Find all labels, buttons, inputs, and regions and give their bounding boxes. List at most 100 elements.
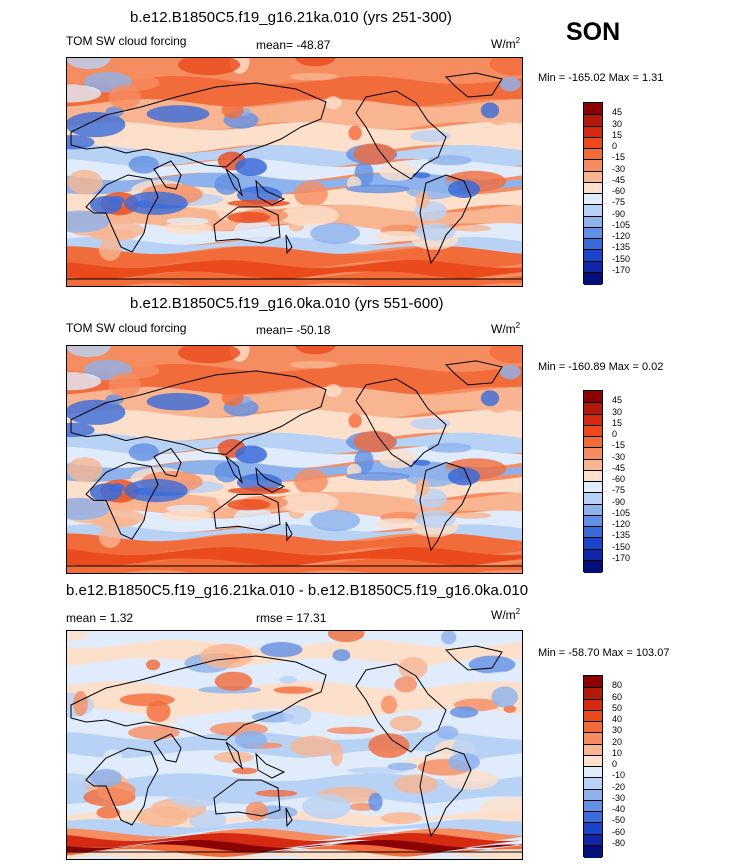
map-frame [66, 57, 523, 287]
colorbar-tick-label: -170 [612, 552, 631, 563]
colorbar-box [584, 226, 602, 240]
colorbar-box [584, 249, 602, 262]
colorbar-tick-label: -150 [612, 541, 631, 552]
panel-1-units: W/m2 [491, 36, 520, 51]
colorbar-box [584, 766, 602, 779]
colorbar-box [584, 743, 602, 757]
units-text: W/m [491, 608, 516, 622]
colorbar-tick-label: 45 [612, 107, 623, 118]
colorbar-tick-label: 45 [612, 395, 623, 406]
colorbar-tick-label: -30 [612, 163, 626, 174]
panel-1-title: b.e12.B1850C5.f19_g16.21ka.010 (yrs 251-… [130, 9, 452, 26]
colorbar-box [584, 548, 602, 562]
colorbar-box [584, 391, 602, 403]
colorbar-box [584, 492, 602, 505]
panel-1-minmax: Min = -165.02 Max = 1.31 [538, 72, 664, 84]
panel-2-map [66, 345, 523, 574]
colorbar-box [584, 676, 602, 688]
units-exponent: 2 [515, 321, 521, 330]
colorbar-box [584, 114, 602, 127]
colorbar-box [584, 799, 602, 813]
panel-2-mean-label: mean= -50.18 [256, 323, 331, 337]
colorbar-tick-label: -60 [612, 826, 626, 837]
colorbar-tick-label: -30 [612, 451, 626, 462]
map-frame [66, 630, 523, 860]
colorbar-tick-label: -170 [612, 264, 631, 275]
colorbar-box [584, 215, 602, 229]
panel-3-mean-label: mean = 1.32 [66, 611, 134, 625]
colorbar-box [584, 709, 602, 723]
units-exponent: 2 [515, 36, 521, 45]
colorbar-box [584, 204, 602, 217]
colorbar-tick-label: -10 [612, 770, 626, 781]
colorbar-tick-label: 0 [612, 759, 618, 769]
units-text: W/m [491, 322, 516, 336]
map-field [66, 57, 523, 287]
coastlines [66, 360, 523, 567]
colorbar-tick-label: -45 [612, 174, 626, 185]
season-label: SON [566, 18, 621, 46]
colorbar-tick-label: -15 [612, 440, 626, 451]
colorbar-tick-label: 30 [612, 725, 623, 736]
panel-3-units: W/m2 [491, 607, 520, 622]
colorbar-tick-label: 0 [612, 141, 618, 151]
colorbar-tick-label: 0 [612, 429, 618, 439]
colorbar-box [584, 811, 602, 824]
colorbar-box [584, 193, 602, 206]
colorbar-tick-label: -135 [612, 242, 631, 253]
colorbar-tick-label: -50 [612, 815, 626, 826]
colorbar-box [584, 698, 602, 712]
colorbar-box [584, 833, 602, 847]
panel-1-map [66, 57, 523, 287]
panel-2-units: W/m2 [491, 321, 520, 336]
colorbar-tick-label: -15 [612, 152, 626, 163]
panel-2-minmax: Min = -160.89 Max = 0.02 [538, 361, 664, 373]
coastlines [66, 645, 523, 853]
colorbar-box [584, 170, 602, 184]
colorbar-tick-label: -80 [612, 837, 626, 848]
map-field [66, 630, 523, 860]
colorbar-box [584, 721, 602, 734]
panel-1-colorbar [583, 102, 603, 285]
colorbar-box [584, 148, 602, 161]
panel-3-map [66, 630, 523, 860]
panel-3-title: b.e12.B1850C5.f19_g16.21ka.010 - b.e12.B… [66, 582, 529, 599]
units-exponent: 2 [515, 607, 521, 616]
map-frame [66, 345, 523, 574]
colorbar-tick-label: -120 [612, 519, 631, 529]
colorbar-tick-label: 50 [612, 702, 623, 713]
colorbar-box [584, 260, 602, 274]
panel-1-variable-label: TOM SW cloud forcing [66, 34, 187, 48]
colorbar-box [584, 559, 602, 573]
colorbar-tick-label: -45 [612, 462, 626, 473]
colorbar-tick-label: -150 [612, 253, 631, 264]
colorbar-box [584, 754, 602, 768]
colorbar-tick-label: 30 [612, 406, 623, 417]
colorbar-tick-label: -75 [612, 485, 626, 496]
colorbar-box [584, 436, 602, 449]
colorbar-box [584, 732, 602, 745]
colorbar-tick-label: 40 [612, 714, 623, 724]
colorbar-tick-label: 30 [612, 118, 623, 129]
colorbar-tick-label: -105 [612, 507, 631, 518]
colorbar-box [584, 125, 602, 139]
colorbar-box [584, 777, 602, 790]
colorbar-tick-label: -30 [612, 792, 626, 803]
panel-3-rmse-label: rmse = 17.31 [256, 611, 327, 625]
coastlines [66, 72, 523, 280]
panel-3-colorbar [583, 675, 603, 858]
colorbar-tick-label: -105 [612, 219, 631, 230]
colorbar-box [584, 503, 602, 517]
colorbar-box [584, 526, 602, 539]
colorbar-box [584, 844, 602, 858]
colorbar-tick-label: -120 [612, 231, 631, 241]
colorbar-box [584, 238, 602, 251]
colorbar-box [584, 181, 602, 195]
colorbar-box [584, 159, 602, 172]
colorbar-box [584, 687, 602, 700]
colorbar-box [584, 447, 602, 460]
colorbar-tick-label: -90 [612, 496, 626, 507]
colorbar-box [584, 402, 602, 415]
panel-2-variable-label: TOM SW cloud forcing [66, 321, 187, 335]
colorbar-box [584, 514, 602, 528]
